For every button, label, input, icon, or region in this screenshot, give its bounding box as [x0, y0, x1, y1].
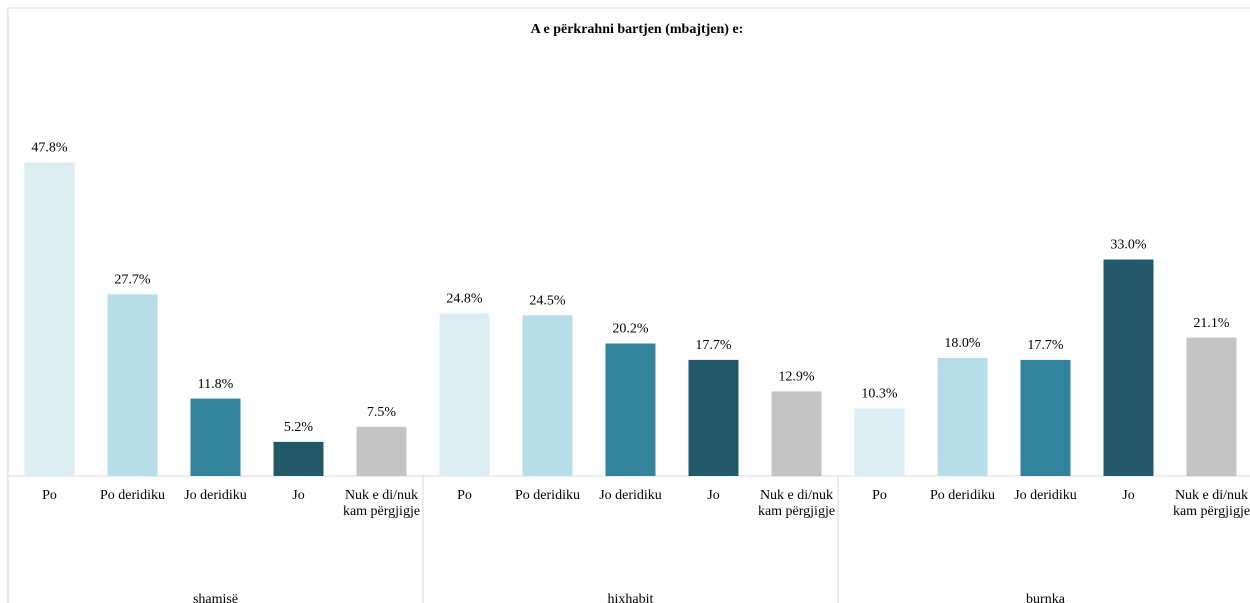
x-tick-label: Jo [1122, 488, 1135, 503]
bar [522, 315, 573, 476]
x-tick-label: Jo [292, 488, 305, 503]
data-label: 24.8% [446, 292, 483, 307]
bar [771, 391, 822, 476]
group-label: hixhabit [608, 592, 654, 603]
group-label: shamisë [193, 592, 238, 603]
data-label: 12.9% [778, 370, 815, 385]
chart-title: A e përkrahni bartjen (mbajtjen) e: [531, 22, 744, 37]
bar [356, 426, 407, 476]
data-label: 11.8% [198, 377, 234, 392]
x-tick-label: Jo deridiku [184, 488, 247, 503]
data-label: 17.7% [1027, 338, 1064, 353]
bar [937, 357, 988, 476]
bar [688, 359, 739, 476]
data-label: 47.8% [31, 141, 68, 156]
x-tick-label: Nuk e di/nuk kam përgjigje [1172, 488, 1250, 519]
data-label: 20.2% [612, 322, 649, 337]
bar [439, 313, 490, 476]
x-tick-label: Jo [707, 488, 720, 503]
data-label: 21.1% [1193, 316, 1230, 331]
data-label: 27.7% [114, 273, 151, 288]
bar [1186, 337, 1237, 476]
x-tick-label: Po deridiku [515, 488, 580, 503]
data-label: 18.0% [944, 336, 981, 351]
data-label: 10.3% [861, 387, 898, 402]
data-label: 24.5% [529, 293, 566, 308]
data-label: 17.7% [695, 338, 732, 353]
x-tick-label: Po [42, 488, 57, 503]
bar [107, 294, 158, 476]
bar [273, 441, 324, 476]
bar [1020, 359, 1071, 476]
bar [190, 398, 241, 476]
group-label: burnka [1026, 592, 1066, 603]
chart-border [7, 7, 1250, 603]
bar [854, 408, 905, 476]
x-tick-label: Jo deridiku [599, 488, 662, 503]
x-tick-label: Po deridiku [930, 488, 995, 503]
x-tick-label: Nuk e di/nuk kam përgjigje [757, 488, 836, 519]
data-label: 5.2% [284, 420, 314, 435]
data-label: 7.5% [367, 405, 397, 420]
bar [1103, 259, 1154, 476]
x-tick-label: Nuk e di/nuk kam përgjigje [342, 488, 421, 519]
x-tick-label: Po [872, 488, 887, 503]
bar [605, 343, 656, 476]
bar [24, 162, 75, 476]
data-label: 33.0% [1110, 238, 1147, 253]
x-tick-label: Po [457, 488, 472, 503]
x-tick-label: Jo deridiku [1014, 488, 1077, 503]
x-tick-label: Po deridiku [100, 488, 165, 503]
